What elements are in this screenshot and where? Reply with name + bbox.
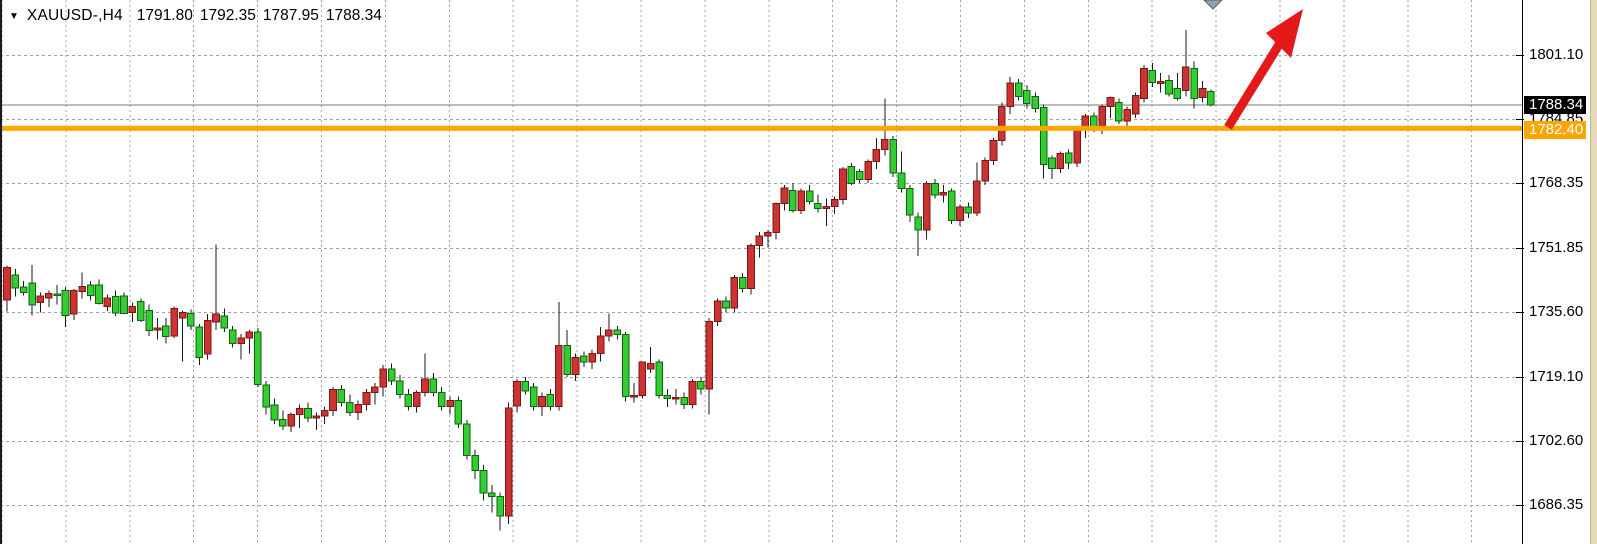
ohlc-low-value: 1787.95 bbox=[262, 7, 319, 24]
axis-tick-label: 1751.85 bbox=[1529, 239, 1584, 257]
axis-tick-mark bbox=[1516, 377, 1524, 378]
axis-tick-mark bbox=[1516, 55, 1524, 56]
ohlc-open-value: 1791.80 bbox=[136, 7, 193, 24]
axis-tick-label: 1702.60 bbox=[1529, 432, 1584, 450]
candlestick-series bbox=[3, 29, 1215, 531]
chart-title: ▼ XAUUSD-,H4 1791.80 1792.35 1787.95 178… bbox=[9, 6, 389, 26]
axis-tick-label: 1719.10 bbox=[1529, 367, 1584, 385]
window-edge-strip bbox=[1590, 0, 1597, 544]
price-chart[interactable] bbox=[0, 0, 1522, 544]
axis-tick-label: 1735.60 bbox=[1529, 302, 1584, 320]
symbol-timeframe-label: XAUUSD-,H4 bbox=[26, 7, 123, 24]
bullish-projection-arrow[interactable] bbox=[1224, 9, 1303, 130]
axis-tick-mark bbox=[1516, 183, 1524, 184]
axis-tick-mark bbox=[1516, 505, 1524, 506]
hline-price-box: 1782.40 bbox=[1524, 121, 1586, 140]
ohlc-close-value: 1788.34 bbox=[325, 7, 382, 24]
grid-lines bbox=[0, 0, 1522, 544]
support-horizontal-line[interactable] bbox=[0, 125, 1522, 131]
bid-price-box: 1788.34 bbox=[1524, 96, 1586, 115]
price-axis[interactable]: 1801.10 1784.85 1768.35 1751.85 1735.60 1719.… bbox=[1516, 0, 1597, 544]
chart-shift-marker-icon[interactable] bbox=[1203, 0, 1223, 10]
axis-tick-label: 1801.10 bbox=[1529, 46, 1584, 63]
axis-tick-label: 1768.35 bbox=[1529, 174, 1584, 192]
axis-tick-mark bbox=[1516, 312, 1524, 313]
axis-tick-mark bbox=[1516, 441, 1524, 442]
chart-left-border bbox=[0, 0, 2, 544]
symbol-dropdown-icon[interactable]: ▼ bbox=[9, 10, 19, 22]
axis-tick-mark bbox=[1516, 119, 1524, 120]
ohlc-high-value: 1792.35 bbox=[199, 7, 256, 24]
axis-tick-label: 1686.35 bbox=[1529, 496, 1584, 514]
axis-tick-mark bbox=[1516, 248, 1524, 249]
